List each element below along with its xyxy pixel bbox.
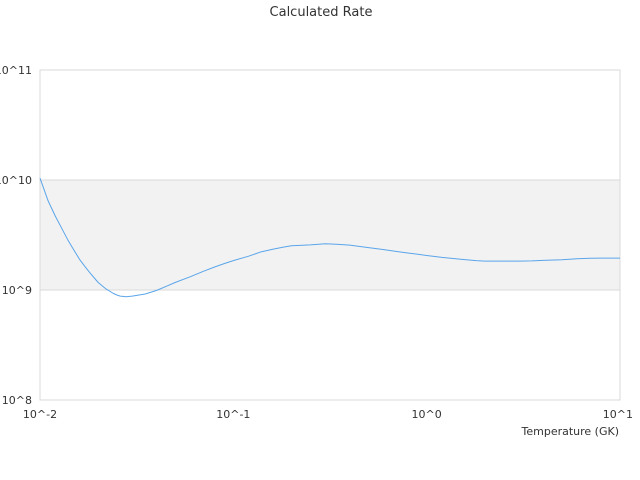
x-tick-label: 10^0	[412, 408, 442, 421]
chart-title: Calculated Rate	[270, 5, 373, 20]
y-tick-label: 10^9	[2, 284, 32, 297]
x-tick-label: 10^-1	[216, 408, 250, 421]
x-axis-label: Temperature (GK)	[521, 425, 620, 438]
tick-label-layer: 10^8 10^9 10^10 10^11 10^-2 10^-1 10^0 10^1	[0, 64, 633, 421]
x-tick-label: 10^1	[603, 408, 633, 421]
plot-band	[40, 180, 620, 290]
y-tick-label: 10^8	[2, 394, 32, 407]
plot-area-border	[39, 69, 621, 401]
plot-band-layer	[40, 180, 620, 290]
y-tick-label: 10^10	[0, 174, 32, 187]
x-tick-label: 10^-2	[23, 408, 57, 421]
y-tick-label: 10^11	[0, 64, 32, 77]
rate-series-line	[39, 177, 620, 298]
series-layer	[39, 177, 620, 298]
